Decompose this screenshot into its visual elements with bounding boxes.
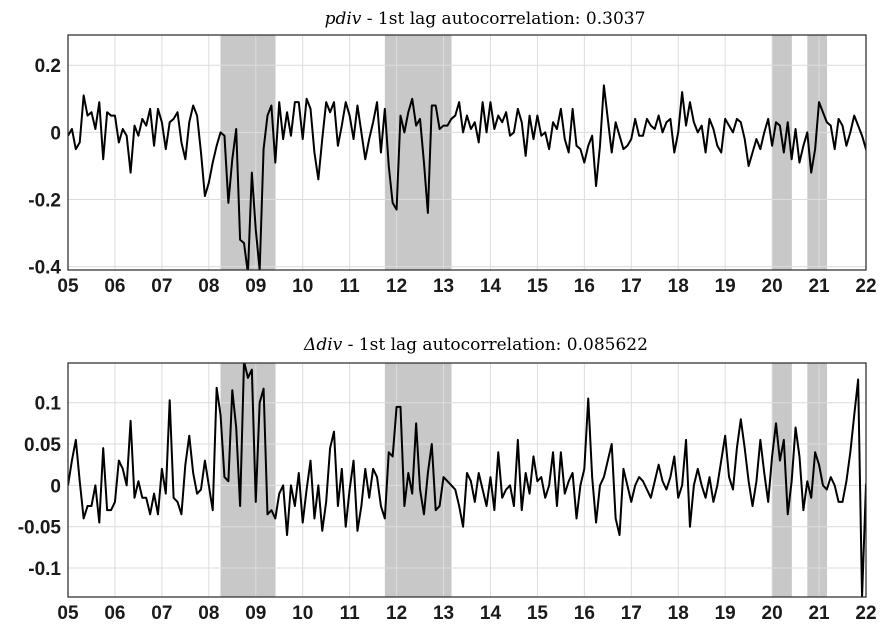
pdiv-plot-frame bbox=[67, 34, 867, 271]
pdiv-x-tick-label: 16 bbox=[574, 276, 595, 297]
ddiv-y-tick-label: -0.05 bbox=[18, 518, 62, 539]
ddiv-x-tick-label: 18 bbox=[668, 603, 689, 624]
pdiv-x-tick-label: 12 bbox=[386, 276, 407, 297]
ddiv-x-tick-label: 13 bbox=[433, 603, 454, 624]
ddiv-x-tick-label: 06 bbox=[104, 603, 125, 624]
ddiv-y-tick-label: 0 bbox=[50, 476, 61, 497]
ddiv-recession-shading bbox=[220, 363, 828, 597]
ddiv-x-tick-label: 12 bbox=[386, 603, 407, 624]
ddiv-x-tick-label: 07 bbox=[151, 603, 172, 624]
pdiv-x-tick-label: 13 bbox=[433, 276, 454, 297]
ddiv-x-tick-label: 10 bbox=[292, 603, 313, 624]
pdiv-x-tick-label: 05 bbox=[57, 276, 79, 297]
pdiv-x-tick-label: 18 bbox=[668, 276, 689, 297]
pdiv-y-tick-label: 0.2 bbox=[35, 56, 61, 77]
ddiv-x-tick-label: 11 bbox=[340, 603, 361, 624]
ddiv-title-symbol: Δdiv bbox=[303, 335, 343, 355]
pdiv-grid bbox=[68, 35, 866, 270]
ddiv-x-tick-label: 21 bbox=[808, 603, 830, 624]
pdiv-y-tick-label: -0.4 bbox=[28, 258, 61, 279]
pdiv-x-tick-label: 10 bbox=[292, 276, 313, 297]
pdiv-x-tick-label: 07 bbox=[151, 276, 172, 297]
ddiv-series-line bbox=[68, 363, 866, 597]
pdiv-x-tick-label: 11 bbox=[340, 276, 361, 297]
ddiv-autocorrelation-panel: Δdiv - 1st lag autocorrelation: 0.085622… bbox=[18, 335, 877, 624]
pdiv-title-symbol: pdiv bbox=[325, 9, 362, 29]
ddiv-x-tick-label: 15 bbox=[527, 603, 549, 624]
pdiv-x-tick-label: 19 bbox=[715, 276, 736, 297]
pdiv-recession-shading bbox=[220, 35, 828, 270]
ddiv-x-tick-label: 17 bbox=[621, 603, 642, 624]
pdiv-x-tick-label: 22 bbox=[855, 276, 876, 297]
pdiv-x-tick-label: 08 bbox=[198, 276, 219, 297]
ddiv-shade-band-4 bbox=[807, 363, 828, 597]
ddiv-shade-band-3 bbox=[772, 363, 792, 597]
ddiv-y-tick-label: -0.1 bbox=[28, 559, 61, 580]
ddiv-x-tick-label: 14 bbox=[480, 603, 502, 624]
pdiv-autocorrelation-panel: pdiv - 1st lag autocorrelation: 0.3037 0… bbox=[28, 9, 876, 297]
pdiv-x-tick-labels: 05 06 07 08 09 10 11 12 13 14 15 16 17 18 19 20 21 22 bbox=[57, 276, 876, 297]
ddiv-y-tick-label: 0.1 bbox=[35, 394, 62, 415]
ddiv-title-text: - 1st lag autocorrelation: 0.085622 bbox=[342, 335, 648, 355]
ddiv-x-tick-label: 05 bbox=[57, 603, 79, 624]
ddiv-x-tick-label: 08 bbox=[198, 603, 219, 624]
pdiv-x-tick-label: 06 bbox=[104, 276, 125, 297]
pdiv-series-line bbox=[68, 84, 866, 270]
pdiv-x-tick-label: 20 bbox=[762, 276, 783, 297]
ddiv-y-tick-labels: 0.1 0.05 0 -0.05 -0.1 bbox=[18, 394, 62, 580]
pdiv-shade-band-1 bbox=[220, 35, 276, 270]
pdiv-y-tick-labels: 0.2 0 -0.2 -0.4 bbox=[28, 56, 61, 278]
pdiv-x-tick-label: 14 bbox=[480, 276, 502, 297]
pdiv-chart-title: pdiv - 1st lag autocorrelation: 0.3037 bbox=[325, 9, 646, 29]
ddiv-chart-title: Δdiv - 1st lag autocorrelation: 0.085622 bbox=[303, 335, 648, 355]
pdiv-x-tick-label: 09 bbox=[245, 276, 266, 297]
ddiv-x-tick-label: 22 bbox=[855, 603, 876, 624]
pdiv-x-tick-label: 21 bbox=[808, 276, 830, 297]
pdiv-title-text: - 1st lag autocorrelation: 0.3037 bbox=[361, 9, 645, 29]
ddiv-shade-band-2 bbox=[384, 363, 452, 597]
ddiv-y-tick-label: 0.05 bbox=[24, 435, 61, 456]
pdiv-shade-band-4 bbox=[807, 35, 828, 270]
pdiv-x-tick-label: 15 bbox=[527, 276, 549, 297]
ddiv-x-tick-labels: 05 06 07 08 09 10 11 12 13 14 15 16 17 18 19 20 21 22 bbox=[57, 603, 876, 624]
ddiv-plot-frame bbox=[67, 362, 867, 598]
pdiv-x-tick-label: 17 bbox=[621, 276, 642, 297]
pdiv-shade-band-2 bbox=[384, 35, 452, 270]
ddiv-x-tick-label: 20 bbox=[762, 603, 783, 624]
ddiv-x-tick-label: 19 bbox=[715, 603, 736, 624]
pdiv-y-tick-label: -0.2 bbox=[28, 191, 61, 212]
pdiv-shade-band-3 bbox=[772, 35, 792, 270]
ddiv-x-tick-label: 09 bbox=[245, 603, 266, 624]
pdiv-y-tick-label: 0 bbox=[50, 123, 61, 144]
ddiv-x-tick-label: 16 bbox=[574, 603, 595, 624]
